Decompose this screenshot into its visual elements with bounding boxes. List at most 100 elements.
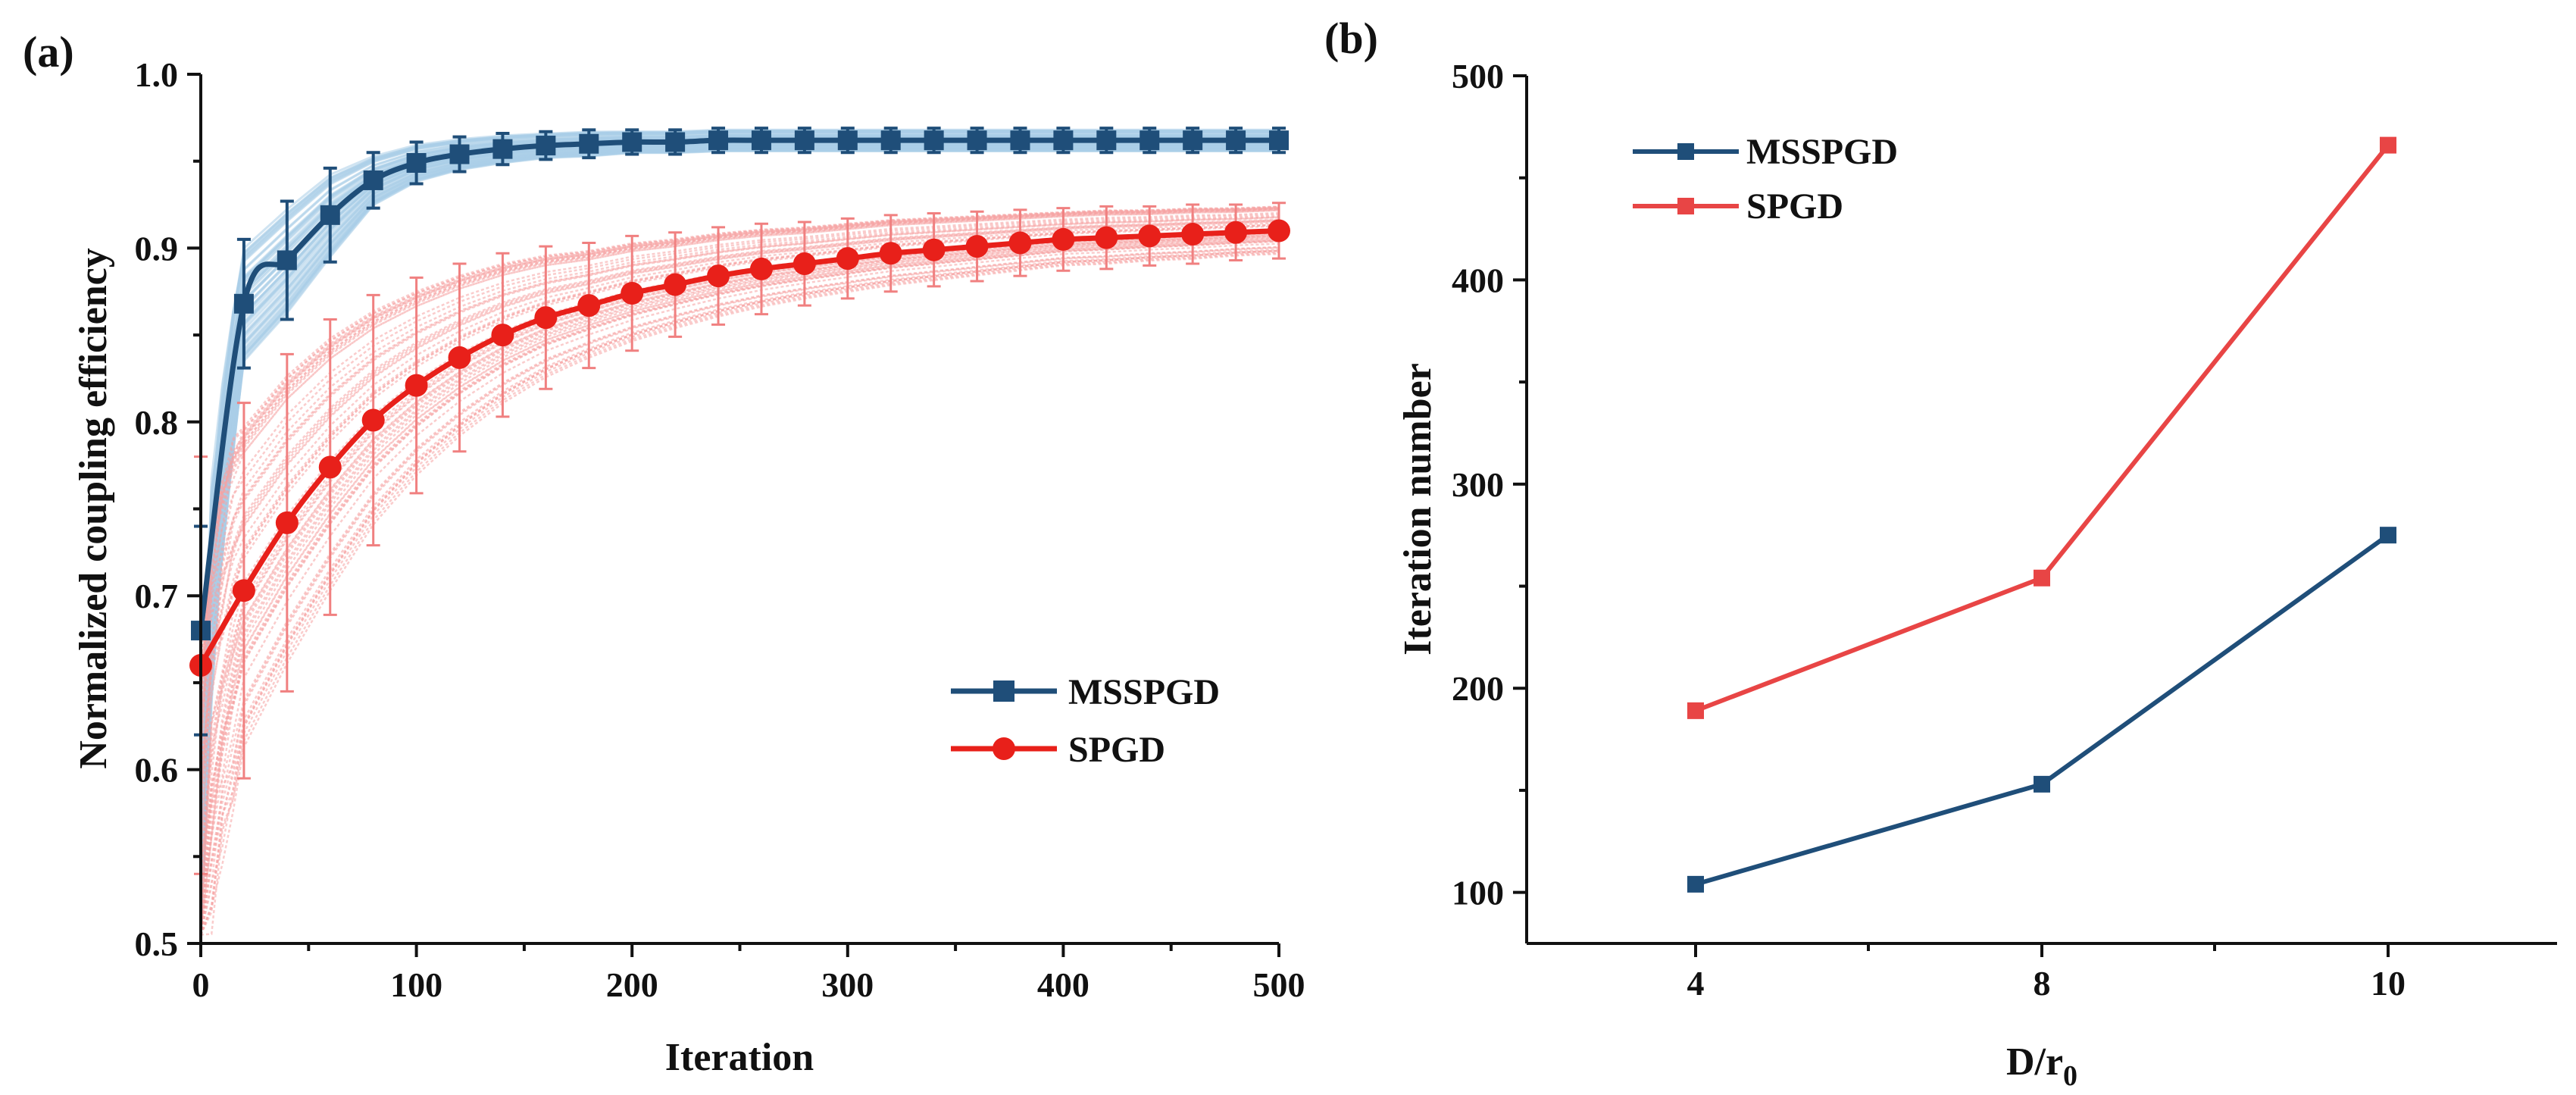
run-curve-spgd	[199, 221, 1280, 771]
run-curve-spgd	[199, 238, 1280, 933]
run-curve-spgd	[199, 237, 1280, 935]
x-tick-label-b: 10	[2371, 964, 2406, 1003]
point-msspgd	[1010, 130, 1030, 151]
run-curve-spgd	[199, 249, 1280, 935]
point-msspgd	[1269, 130, 1289, 151]
point-msspgd	[1096, 130, 1117, 151]
x-tick-label-b: 8	[2034, 964, 2051, 1003]
point-spgd	[1224, 221, 1248, 244]
point-msspgd	[449, 144, 470, 164]
point-spgd	[707, 264, 730, 288]
series-line-b-msspgd	[1695, 533, 2390, 887]
point-msspgd	[665, 132, 686, 152]
point-spgd	[621, 282, 644, 305]
run-curve-spgd	[199, 233, 1280, 918]
run-curve-spgd	[199, 246, 1280, 935]
legend-spgd-label: SPGD	[1068, 730, 1165, 770]
y-tick-label: 1.0	[135, 55, 179, 94]
point-msspgd	[1053, 130, 1074, 151]
panel-a-x-ticks: 0 100 200 300 400 500	[192, 943, 1305, 1004]
series-line-spgd	[198, 227, 1280, 667]
point-spgd	[836, 247, 859, 271]
run-curve-spgd	[199, 246, 1280, 935]
run-curve-msspgd	[199, 137, 1279, 902]
point-spgd	[275, 511, 299, 534]
run-curve-spgd	[199, 240, 1280, 935]
run-curve-spgd	[199, 239, 1280, 892]
panel-b-x-axis-title: D/r0	[2006, 1040, 2077, 1092]
legend-b-msspgd-marker	[1677, 143, 1694, 160]
x-tick-label-b: 4	[1687, 964, 1705, 1003]
run-curve-spgd	[199, 238, 1280, 935]
run-curve-spgd	[199, 214, 1280, 692]
run-curve-spgd	[199, 205, 1280, 705]
run-curve-spgd	[199, 216, 1280, 728]
point-msspgd	[751, 130, 771, 151]
legend-msspgd-label: MSSPGD	[1068, 672, 1220, 712]
point-spgd	[922, 238, 946, 261]
legend-b-msspgd-label: MSSPGD	[1746, 132, 1898, 172]
panel-a-y-axis-title: Normalized coupling efficiency	[72, 248, 115, 768]
point-spgd	[577, 294, 601, 318]
panel-b-legend: MSSPGD SPGD	[1633, 132, 1898, 227]
point-b-msspgd	[1687, 875, 1704, 893]
run-curve-spgd	[199, 218, 1280, 817]
point-msspgd	[320, 205, 340, 225]
run-curve-spgd	[199, 209, 1280, 645]
point-spgd	[1052, 227, 1075, 251]
point-msspgd	[277, 250, 297, 271]
run-curve-spgd	[199, 249, 1280, 936]
point-msspgd	[837, 130, 858, 151]
point-spgd	[534, 306, 558, 330]
x-tick-label: 300	[821, 965, 874, 1004]
point-b-msspgd	[2380, 527, 2396, 544]
panel-b-chart: (b) 4 8 10 100 200 300 400 500 D/r0 Iteration …	[1324, 14, 2557, 1092]
y-tick-label: 0.8	[135, 403, 179, 442]
point-msspgd	[492, 139, 513, 159]
run-curve-spgd	[199, 251, 1280, 935]
y-tick-label: 0.9	[135, 229, 179, 267]
x-tick-label: 100	[390, 965, 442, 1004]
point-spgd	[1181, 223, 1205, 246]
y-tick-label-b: 400	[1452, 261, 1504, 299]
panel-b-series-lines	[1694, 143, 2390, 887]
run-curve-msspgd	[199, 136, 1279, 896]
run-curve-spgd	[199, 229, 1280, 895]
point-msspgd	[794, 130, 814, 151]
legend-b-spgd-marker	[1677, 198, 1694, 214]
run-curve-spgd	[199, 205, 1280, 687]
run-curve-spgd	[199, 246, 1280, 935]
panel-b-x-axis-title-main: D/r	[2006, 1040, 2063, 1084]
point-spgd	[405, 374, 428, 397]
point-b-spgd	[2380, 136, 2396, 154]
point-b-msspgd	[2034, 775, 2050, 793]
point-msspgd	[363, 170, 383, 190]
point-spgd	[232, 579, 255, 602]
panel-b-markers	[1687, 136, 2396, 893]
run-curve-msspgd	[199, 150, 1279, 935]
y-tick-label: 0.5	[135, 924, 179, 963]
point-msspgd	[880, 130, 901, 151]
point-msspgd	[406, 152, 427, 173]
point-spgd	[491, 324, 514, 347]
panel-a-markers	[189, 130, 1290, 677]
run-curve-spgd	[199, 242, 1280, 935]
point-spgd	[1138, 224, 1161, 248]
run-curve-spgd	[199, 216, 1280, 815]
y-tick-label-b: 300	[1452, 465, 1504, 504]
run-curve-spgd	[199, 220, 1280, 810]
point-spgd	[1095, 226, 1118, 249]
x-tick-label: 200	[606, 965, 658, 1004]
panel-b-y-ticks: 100 200 300 400 500	[1452, 57, 1527, 912]
panel-b-x-ticks: 4 8 10	[1687, 943, 2406, 1003]
panel-b-label: (b)	[1324, 14, 1378, 63]
run-curve-spgd	[200, 252, 1280, 936]
legend-b-spgd-label: SPGD	[1746, 186, 1843, 227]
run-curve-spgd	[199, 240, 1280, 904]
panel-a-run-bands	[199, 128, 1280, 936]
y-tick-label-b: 500	[1452, 57, 1504, 95]
y-tick-label-b: 200	[1452, 669, 1504, 708]
point-spgd	[318, 455, 342, 479]
point-spgd	[965, 235, 989, 258]
